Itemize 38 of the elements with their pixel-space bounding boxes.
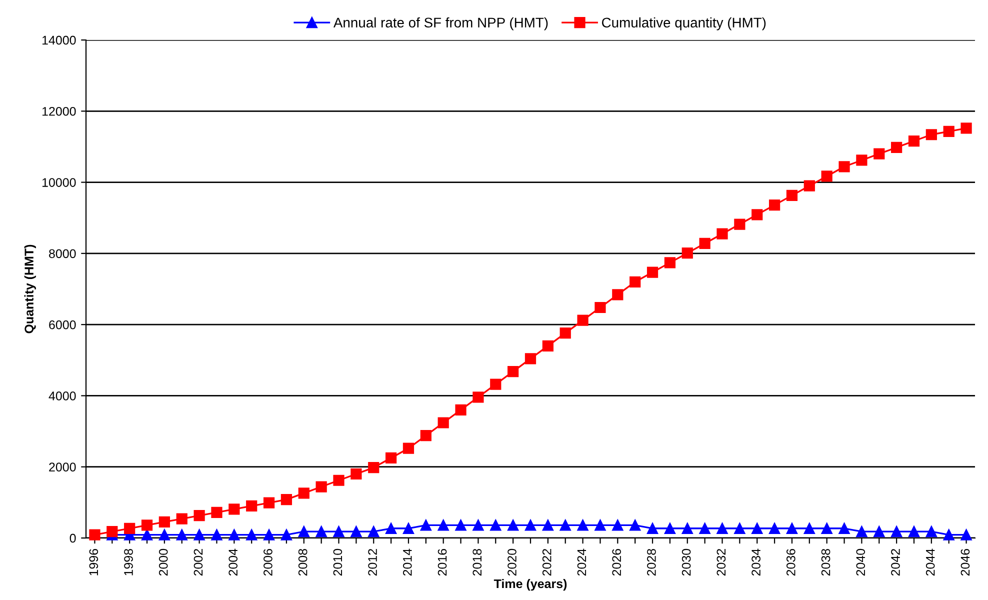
x-tick-label: 2034 <box>752 548 760 576</box>
x-tick-label: 2042 <box>891 549 900 576</box>
x-tick-label: 2022 <box>542 549 552 576</box>
x-tick-label: 2004 <box>228 548 238 576</box>
y-tick-label: 2000 <box>49 462 76 472</box>
x-tick-label: 1996 <box>89 548 98 576</box>
y-tick-label: 0 <box>70 534 76 543</box>
x-tick-label: 2028 <box>647 548 656 576</box>
x-axis-title: Time (years) <box>494 579 567 591</box>
y-tick-label: 10000 <box>42 178 76 187</box>
x-tick-label: 2002 <box>194 549 203 576</box>
x-tick-label: 2024 <box>577 548 586 576</box>
x-tick-label: 2040 <box>856 548 866 576</box>
x-tick-label: 2020 <box>508 548 516 576</box>
x-tick-label: 2000 <box>158 548 168 576</box>
y-tick-label: 6000 <box>49 320 76 330</box>
legend-label: Cumulative quantity (HMT) <box>602 17 766 30</box>
x-tick-label: 2032 <box>716 549 726 576</box>
x-tick-label: 2036 <box>786 548 796 576</box>
y-tick-label: 14000 <box>42 36 76 45</box>
x-tick-label: 2030 <box>682 548 691 576</box>
x-tick-label: 2008 <box>298 548 308 576</box>
x-tick-label: 1998 <box>124 548 133 576</box>
x-tick-label: 2006 <box>264 548 272 576</box>
x-tick-label: 2010 <box>333 548 342 576</box>
y-tick-label: 4000 <box>48 392 76 400</box>
y-tick-label: 8000 <box>49 249 76 258</box>
x-tick-label: 2046 <box>960 548 970 576</box>
y-tick-label: 12000 <box>42 106 76 116</box>
x-tick-label: 2012 <box>368 549 377 576</box>
x-tick-label: 2016 <box>438 548 447 576</box>
x-tick-label: 2044 <box>926 548 935 576</box>
x-tick-label: 2026 <box>612 548 622 576</box>
y-axis-title: Quantity (HMT) <box>24 244 36 334</box>
legend-label: Annual rate of SF from NPP (HMT) <box>333 17 548 30</box>
x-tick-label: 2014 <box>402 548 412 576</box>
x-tick-label: 2038 <box>821 548 830 576</box>
x-tick-label: 2018 <box>472 548 482 576</box>
